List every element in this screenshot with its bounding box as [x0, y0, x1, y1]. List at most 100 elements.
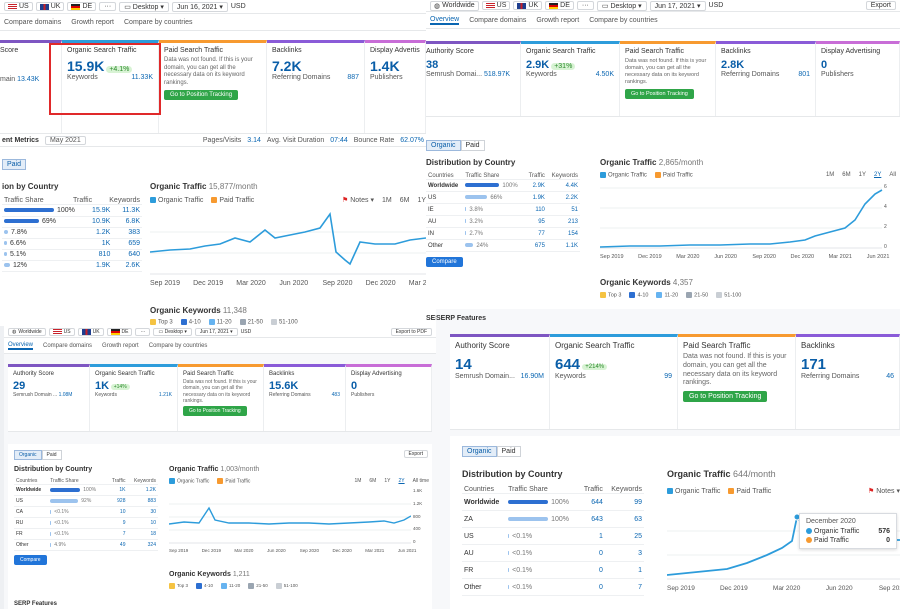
- range-2y[interactable]: 2Y: [873, 172, 882, 179]
- keywords-value[interactable]: 10: [150, 520, 156, 526]
- traffic-value[interactable]: 0: [599, 583, 603, 591]
- country-cell[interactable]: AU: [428, 218, 437, 225]
- card-sub-value[interactable]: 887: [347, 74, 359, 81]
- toggle-paid[interactable]: Paid: [2, 159, 27, 170]
- kw-legend-item[interactable]: 51-100: [270, 319, 298, 326]
- traffic-value[interactable]: 928: [117, 498, 126, 504]
- table-row[interactable]: Other 4.9% 49 324: [14, 540, 158, 551]
- traffic-value[interactable]: 1.9K: [95, 262, 111, 269]
- metrics-date[interactable]: May 2021: [44, 135, 86, 145]
- compare-button[interactable]: Compare: [426, 257, 463, 267]
- country-cell[interactable]: US: [464, 532, 474, 540]
- kw-legend-item[interactable]: 21-50: [239, 319, 263, 326]
- flag-uk-button[interactable]: UK: [513, 1, 543, 10]
- tab-compare-countries[interactable]: Compare by countries: [124, 18, 193, 26]
- table-row[interactable]: US <0.1% 1 25: [462, 528, 644, 545]
- card-value[interactable]: 1.4K: [370, 58, 400, 74]
- notes-button[interactable]: ⚑ Notes ▾: [341, 197, 374, 204]
- worldwide-button[interactable]: ◍ Worldwide: [8, 327, 46, 336]
- table-row[interactable]: US 66% 1.9K 2.2K: [426, 192, 580, 204]
- backlinks-card[interactable]: Backlinks 2.8K Referring Domains 801: [716, 41, 816, 116]
- table-row[interactable]: 69% 10.9K 6.8K: [2, 216, 142, 227]
- keywords-value[interactable]: 30: [150, 509, 156, 515]
- traffic-value[interactable]: 95: [538, 218, 545, 225]
- kw-legend-item[interactable]: 11-20: [208, 319, 232, 326]
- country-cell[interactable]: Other: [464, 583, 482, 591]
- range-1m[interactable]: 1M: [381, 196, 392, 204]
- keywords-value[interactable]: 640: [128, 251, 140, 258]
- country-cell[interactable]: Worldwide: [464, 498, 500, 506]
- table-row[interactable]: Worldwide 100% 2.9K 4.4K: [426, 180, 580, 192]
- keywords-value[interactable]: 25: [634, 532, 642, 540]
- position-tracking-button[interactable]: Go to Position Tracking: [164, 90, 239, 100]
- toggle-paid[interactable]: Paid: [41, 450, 62, 460]
- backlinks-card[interactable]: Backlinks 7.2K Referring Domains 887: [267, 40, 365, 133]
- traffic-value[interactable]: 7: [122, 531, 126, 537]
- range-all-time[interactable]: All time: [412, 478, 429, 485]
- table-row[interactable]: 6.6% 1K 659: [2, 238, 142, 249]
- flag-us-button[interactable]: US: [48, 327, 75, 336]
- export-pdf-button[interactable]: Export to PDF: [390, 327, 432, 336]
- kw-legend-item[interactable]: Top 3: [150, 319, 173, 326]
- range-1y[interactable]: 1Y: [417, 196, 426, 204]
- card-sub-value[interactable]: 11.33K: [131, 74, 153, 81]
- traffic-value[interactable]: 49: [119, 542, 126, 548]
- traffic-value[interactable]: 9: [122, 520, 126, 526]
- table-row[interactable]: US 92% 928 883: [14, 496, 158, 507]
- legend-paid[interactable]: Paid Traffic: [217, 478, 250, 484]
- more-button[interactable]: ···: [99, 2, 117, 11]
- legend-paid[interactable]: Paid Traffic: [728, 488, 771, 495]
- card-sub-value[interactable]: 99: [664, 373, 672, 380]
- toggle-paid[interactable]: Paid: [460, 140, 485, 151]
- traffic-value[interactable]: 1.9K: [532, 194, 545, 201]
- legend-organic[interactable]: Organic Traffic: [600, 172, 647, 179]
- flag-de-button[interactable]: DE: [106, 327, 133, 336]
- legend-organic[interactable]: Organic Traffic: [169, 478, 209, 484]
- table-row[interactable]: Worldwide 100% 1K 1.2K: [14, 485, 158, 496]
- table-row[interactable]: FR <0.1% 0 1: [462, 562, 644, 579]
- card-value[interactable]: 2.8K: [721, 59, 745, 71]
- date-select[interactable]: Jun 17, 2021 ▾: [194, 327, 238, 336]
- keywords-value[interactable]: 7: [638, 583, 642, 591]
- country-cell[interactable]: RU: [16, 520, 24, 526]
- kw-legend-item[interactable]: 4-10: [180, 319, 201, 326]
- country-cell[interactable]: FR: [16, 531, 23, 537]
- legend-paid[interactable]: Paid Traffic: [654, 172, 693, 179]
- traffic-value[interactable]: 10: [119, 509, 126, 515]
- kw-legend-item[interactable]: 21-50: [686, 292, 708, 298]
- card-value[interactable]: 171: [801, 356, 827, 373]
- export-button[interactable]: Export: [403, 450, 428, 458]
- card-value[interactable]: 29: [13, 380, 26, 392]
- organic-search-traffic-card[interactable]: Organic Search Traffic 15.9K +4.1% Keywo…: [62, 40, 159, 133]
- toggle-organic[interactable]: Organic: [462, 446, 497, 457]
- keywords-value[interactable]: 2.2K: [565, 194, 578, 201]
- device-select[interactable]: ▭ Desktop ▾: [596, 0, 647, 11]
- date-select[interactable]: Jun 16, 2021 ▾: [171, 1, 228, 12]
- kw-legend-item[interactable]: Top 3: [600, 292, 621, 298]
- kw-legend-item[interactable]: 11-20: [221, 583, 240, 589]
- flag-de-button[interactable]: DE: [545, 1, 574, 10]
- range-1m[interactable]: 1M: [354, 478, 362, 485]
- worldwide-button[interactable]: ◍ Worldwide: [430, 0, 479, 11]
- card-value[interactable]: 644: [555, 356, 581, 373]
- display-advertising-card[interactable]: Display Advertising 0 Publishers: [816, 41, 900, 116]
- more-button[interactable]: ···: [135, 327, 151, 336]
- keywords-value[interactable]: 1: [638, 566, 642, 574]
- table-row[interactable]: CA <0.1% 10 30: [14, 507, 158, 518]
- traffic-value[interactable]: 15.9K: [92, 206, 111, 214]
- keywords-value[interactable]: 63: [634, 515, 642, 523]
- table-row[interactable]: ZA 100% 643 63: [462, 511, 644, 528]
- keywords-value[interactable]: 18: [150, 531, 156, 537]
- table-row[interactable]: 100% 15.9K 11.3K: [2, 205, 142, 216]
- legend-organic[interactable]: Organic Traffic: [667, 488, 720, 495]
- traffic-value[interactable]: 0: [599, 549, 603, 557]
- authority-score-card[interactable]: Authority Score 14 Semrush Domain... 16.9…: [450, 334, 550, 429]
- toggle-organic[interactable]: Organic: [426, 140, 461, 151]
- card-sub-value[interactable]: 1.21K: [158, 392, 172, 398]
- authority-score-card[interactable]: Score main 13.43K: [0, 40, 62, 133]
- country-cell[interactable]: FR: [464, 566, 474, 574]
- kw-legend-item[interactable]: 4-10: [196, 583, 213, 589]
- range-1m[interactable]: 1M: [825, 172, 835, 179]
- traffic-value[interactable]: 1K: [119, 487, 126, 493]
- flag-uk-button[interactable]: UK: [35, 2, 65, 11]
